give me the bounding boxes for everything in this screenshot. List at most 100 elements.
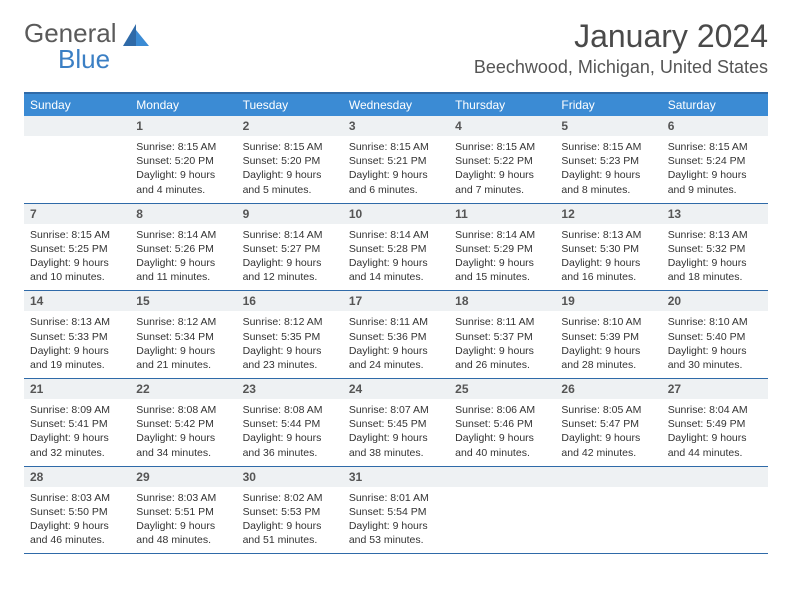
logo-text-blue: Blue xyxy=(58,44,110,75)
day-info-line: Sunrise: 8:14 AM xyxy=(136,228,230,242)
dow-saturday: Saturday xyxy=(662,94,768,116)
day-info-line: Sunrise: 8:15 AM xyxy=(349,140,443,154)
day-info-line: Sunset: 5:45 PM xyxy=(349,417,443,431)
day-info-line: Daylight: 9 hours xyxy=(136,168,230,182)
day-info-line: Sunrise: 8:05 AM xyxy=(561,403,655,417)
day-info-line: Daylight: 9 hours xyxy=(30,344,124,358)
header: General Blue January 2024 Beechwood, Mic… xyxy=(24,18,768,78)
day-info-line: Sunrise: 8:10 AM xyxy=(561,315,655,329)
day-number: 2 xyxy=(237,116,343,136)
day-info-line: Daylight: 9 hours xyxy=(561,431,655,445)
day-number xyxy=(24,116,130,136)
day-number: 9 xyxy=(237,204,343,224)
day-cell: Sunrise: 8:15 AMSunset: 5:20 PMDaylight:… xyxy=(130,136,236,203)
content-row: Sunrise: 8:13 AMSunset: 5:33 PMDaylight:… xyxy=(24,311,768,379)
day-info-line: Daylight: 9 hours xyxy=(349,344,443,358)
day-info-line: Sunrise: 8:12 AM xyxy=(136,315,230,329)
day-number: 12 xyxy=(555,204,661,224)
day-info-line: and 44 minutes. xyxy=(668,446,762,460)
day-cell: Sunrise: 8:09 AMSunset: 5:41 PMDaylight:… xyxy=(24,399,130,466)
day-info-line: and 9 minutes. xyxy=(668,183,762,197)
day-cell: Sunrise: 8:10 AMSunset: 5:39 PMDaylight:… xyxy=(555,311,661,378)
day-info-line: and 24 minutes. xyxy=(349,358,443,372)
day-number: 24 xyxy=(343,379,449,399)
day-info-line: Sunset: 5:26 PM xyxy=(136,242,230,256)
day-info-line: Sunrise: 8:15 AM xyxy=(243,140,337,154)
location: Beechwood, Michigan, United States xyxy=(474,57,768,78)
day-cell xyxy=(555,487,661,554)
day-info-line: Sunset: 5:50 PM xyxy=(30,505,124,519)
day-info-line: and 38 minutes. xyxy=(349,446,443,460)
day-info-line: Sunrise: 8:08 AM xyxy=(243,403,337,417)
day-info-line: and 26 minutes. xyxy=(455,358,549,372)
day-info-line: and 19 minutes. xyxy=(30,358,124,372)
day-number: 28 xyxy=(24,467,130,487)
day-info-line: Sunrise: 8:10 AM xyxy=(668,315,762,329)
day-info-line: Sunset: 5:21 PM xyxy=(349,154,443,168)
day-info-line: and 28 minutes. xyxy=(561,358,655,372)
day-info-line: Sunset: 5:41 PM xyxy=(30,417,124,431)
day-info-line: Daylight: 9 hours xyxy=(455,431,549,445)
day-cell: Sunrise: 8:14 AMSunset: 5:27 PMDaylight:… xyxy=(237,224,343,291)
day-cell xyxy=(449,487,555,554)
day-info-line: Daylight: 9 hours xyxy=(136,344,230,358)
day-info-line: Sunrise: 8:06 AM xyxy=(455,403,549,417)
day-info-line: and 36 minutes. xyxy=(243,446,337,460)
day-info-line: Daylight: 9 hours xyxy=(349,519,443,533)
day-info-line: and 12 minutes. xyxy=(243,270,337,284)
day-info-line: and 4 minutes. xyxy=(136,183,230,197)
day-info-line: Sunset: 5:44 PM xyxy=(243,417,337,431)
dow-wednesday: Wednesday xyxy=(343,94,449,116)
day-info-line: Daylight: 9 hours xyxy=(136,431,230,445)
day-cell: Sunrise: 8:05 AMSunset: 5:47 PMDaylight:… xyxy=(555,399,661,466)
dow-tuesday: Tuesday xyxy=(237,94,343,116)
day-info-line: and 34 minutes. xyxy=(136,446,230,460)
day-cell: Sunrise: 8:13 AMSunset: 5:33 PMDaylight:… xyxy=(24,311,130,378)
logo: General Blue xyxy=(24,18,149,49)
day-cell: Sunrise: 8:08 AMSunset: 5:42 PMDaylight:… xyxy=(130,399,236,466)
day-cell: Sunrise: 8:06 AMSunset: 5:46 PMDaylight:… xyxy=(449,399,555,466)
day-number: 30 xyxy=(237,467,343,487)
day-info-line: Daylight: 9 hours xyxy=(455,344,549,358)
calendar: SundayMondayTuesdayWednesdayThursdayFrid… xyxy=(24,92,768,554)
day-number: 7 xyxy=(24,204,130,224)
day-info-line: Sunrise: 8:13 AM xyxy=(668,228,762,242)
day-info-line: and 51 minutes. xyxy=(243,533,337,547)
day-number: 11 xyxy=(449,204,555,224)
day-number: 14 xyxy=(24,291,130,311)
day-info-line: Daylight: 9 hours xyxy=(30,431,124,445)
day-info-line: Daylight: 9 hours xyxy=(243,344,337,358)
day-info-line: Sunset: 5:40 PM xyxy=(668,330,762,344)
day-info-line: Sunrise: 8:01 AM xyxy=(349,491,443,505)
day-cell: Sunrise: 8:15 AMSunset: 5:23 PMDaylight:… xyxy=(555,136,661,203)
day-info-line: and 53 minutes. xyxy=(349,533,443,547)
day-info-line: Sunset: 5:49 PM xyxy=(668,417,762,431)
day-info-line: Sunrise: 8:15 AM xyxy=(136,140,230,154)
content-row: Sunrise: 8:15 AMSunset: 5:20 PMDaylight:… xyxy=(24,136,768,204)
day-cell: Sunrise: 8:08 AMSunset: 5:44 PMDaylight:… xyxy=(237,399,343,466)
day-cell: Sunrise: 8:04 AMSunset: 5:49 PMDaylight:… xyxy=(662,399,768,466)
day-cell: Sunrise: 8:12 AMSunset: 5:35 PMDaylight:… xyxy=(237,311,343,378)
day-number: 4 xyxy=(449,116,555,136)
day-info-line: and 42 minutes. xyxy=(561,446,655,460)
day-info-line: and 8 minutes. xyxy=(561,183,655,197)
month-title: January 2024 xyxy=(474,18,768,55)
day-info-line: Sunrise: 8:13 AM xyxy=(30,315,124,329)
day-info-line: Sunset: 5:39 PM xyxy=(561,330,655,344)
day-info-line: and 18 minutes. xyxy=(668,270,762,284)
day-info-line: Sunrise: 8:12 AM xyxy=(243,315,337,329)
day-cell: Sunrise: 8:14 AMSunset: 5:26 PMDaylight:… xyxy=(130,224,236,291)
day-cell xyxy=(24,136,130,203)
day-cell: Sunrise: 8:11 AMSunset: 5:36 PMDaylight:… xyxy=(343,311,449,378)
day-info-line: Sunset: 5:28 PM xyxy=(349,242,443,256)
day-info-line: Sunrise: 8:07 AM xyxy=(349,403,443,417)
day-info-line: Daylight: 9 hours xyxy=(349,431,443,445)
day-info-line: and 46 minutes. xyxy=(30,533,124,547)
day-info-line: Sunrise: 8:11 AM xyxy=(349,315,443,329)
day-info-line: Sunrise: 8:14 AM xyxy=(243,228,337,242)
day-info-line: Sunrise: 8:03 AM xyxy=(30,491,124,505)
day-number xyxy=(662,467,768,487)
day-number: 5 xyxy=(555,116,661,136)
day-info-line: and 32 minutes. xyxy=(30,446,124,460)
day-cell: Sunrise: 8:02 AMSunset: 5:53 PMDaylight:… xyxy=(237,487,343,554)
